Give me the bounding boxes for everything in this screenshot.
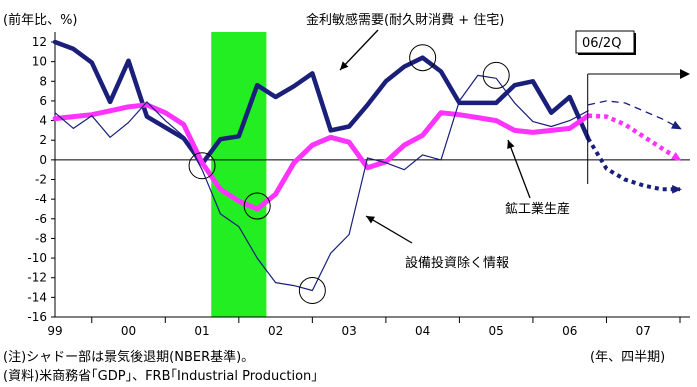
- y-tick-label: -6: [35, 212, 47, 226]
- x-tick-label: 99: [47, 324, 62, 338]
- recession-shade-group: [211, 32, 267, 317]
- arrow-capex-line: [365, 215, 413, 244]
- recession-shade: [211, 32, 267, 317]
- annotation-rate-sensitive: 金利敏感需要(耐久財消費 + 住宅): [306, 12, 504, 28]
- y-tick-label: -10: [27, 251, 47, 265]
- x-tick-label: 03: [341, 324, 356, 338]
- series-group: [52, 39, 591, 292]
- highlight-circles: [188, 44, 510, 304]
- y-tick-label: 10: [32, 55, 47, 69]
- x-tick-label: 07: [636, 324, 651, 338]
- annotation-group: [339, 29, 531, 244]
- x-tick-label: 00: [121, 324, 136, 338]
- x-tick-label: 06: [562, 324, 577, 338]
- forecast-group: [586, 69, 690, 194]
- y-tick-label: 12: [32, 35, 47, 49]
- x-tick-label: 01: [194, 324, 209, 338]
- arrow-industrial-production-head: [507, 140, 515, 149]
- x-tick-label: 04: [415, 324, 430, 338]
- x-axis-unit-label: (年、四半期): [590, 350, 665, 365]
- y-tick-label: -2: [35, 173, 47, 187]
- forecast-line-3: [586, 137, 680, 192]
- annotation-capex: 設備投資除く情報: [405, 255, 509, 271]
- y-tick-label: 8: [39, 74, 47, 88]
- series-line-3: [54, 74, 589, 292]
- footnote-source: (資料)米商務省｢GDP｣、FRB｢Industrial Production｣: [3, 369, 318, 384]
- series-line-2: [52, 102, 591, 212]
- forecast-start-box: 06/2Q: [575, 30, 636, 55]
- forecast-line-2: [587, 113, 682, 162]
- x-tick-label: 05: [489, 324, 504, 338]
- arrow-capex-head: [366, 216, 375, 224]
- forecast-boundary-arrowhead: [680, 69, 690, 79]
- forecast-arrowhead-1: [671, 120, 682, 130]
- arrow-rate-sensitive-head: [340, 61, 349, 70]
- y-tick-label: -12: [27, 271, 47, 285]
- y-tick-label: 6: [39, 94, 47, 108]
- highlight-circle-3: [298, 276, 326, 304]
- y-tick-label: -8: [35, 231, 47, 245]
- forecast-arrowhead-3: [672, 185, 682, 194]
- highlight-circle-1: [188, 152, 216, 180]
- highlight-circle-5: [482, 61, 510, 89]
- highlight-circle-4: [409, 44, 437, 72]
- forecast-line-1: [587, 100, 681, 129]
- highlight-circle-2: [243, 192, 271, 220]
- x-tick-label: 02: [268, 324, 283, 338]
- arrow-rate-sensitive-line: [339, 29, 379, 71]
- arrow-industrial-production-line: [507, 139, 531, 199]
- forecast-arrowhead-2: [671, 152, 682, 161]
- y-tick-label: 4: [39, 114, 47, 128]
- footnote-note: (注)シャドー部は景気後退期(NBER基準)。: [3, 349, 254, 365]
- y-tick-label: -14: [27, 290, 47, 304]
- y-axis-unit-label: (前年比、%): [3, 12, 78, 28]
- annotation-industrial-production: 鉱工業生産: [505, 201, 570, 217]
- y-tick-label: 2: [39, 133, 47, 147]
- y-tick-label: 0: [39, 153, 47, 167]
- y-tick-label: -16: [27, 310, 47, 324]
- forecast-start-label: 06/2Q: [582, 36, 621, 51]
- y-tick-label: -4: [35, 192, 47, 206]
